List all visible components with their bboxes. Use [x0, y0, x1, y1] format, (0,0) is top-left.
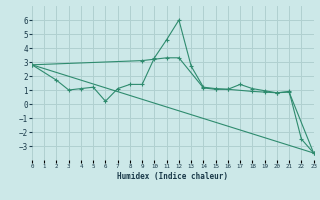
X-axis label: Humidex (Indice chaleur): Humidex (Indice chaleur) — [117, 172, 228, 181]
